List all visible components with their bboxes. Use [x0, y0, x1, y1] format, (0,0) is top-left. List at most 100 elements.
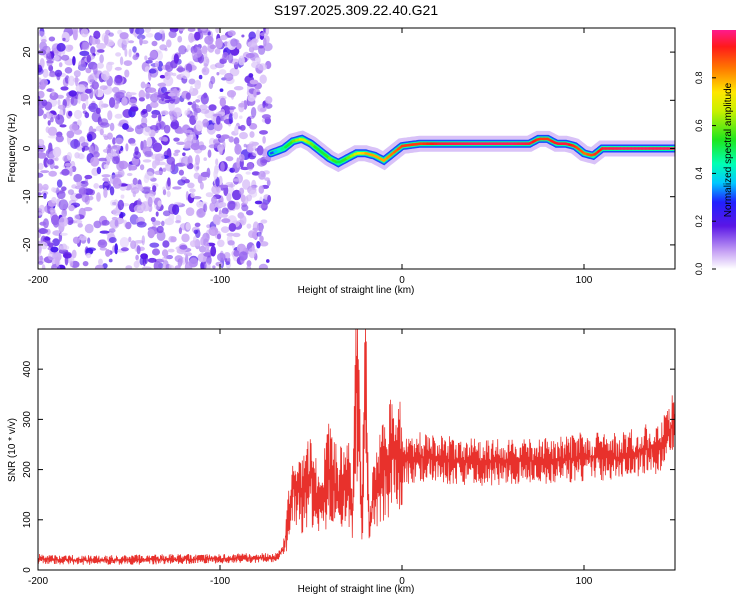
spectrogram-noise-blob: [179, 245, 187, 250]
spectrogram-noise-blob: [234, 86, 244, 90]
spectrogram-noise-blob: [248, 247, 256, 258]
spectrogram-noise-blob: [56, 135, 64, 142]
spectrogram-noise-blob: [73, 174, 82, 183]
spectrogram-noise-blob: [233, 112, 238, 120]
spectrogram-noise-blob: [216, 72, 219, 75]
spectrogram-noise-blob: [220, 88, 224, 92]
spectrogram-noise-blob: [97, 62, 104, 68]
spectrogram-noise-blob: [99, 100, 104, 109]
spectrogram-noise-blob: [149, 243, 159, 248]
spectrogram-noise-blob: [86, 247, 96, 251]
spectrogram-noise-blob: [267, 195, 271, 202]
spectrogram-noise-blob: [208, 150, 212, 158]
spectrogram-noise-blob: [48, 127, 57, 137]
spectrogram-noise-blob: [260, 75, 267, 84]
spectrogram-noise-blob: [38, 228, 48, 234]
spectrogram-noise-blob: [75, 220, 83, 224]
spectrogram-noise-blob: [226, 193, 231, 201]
spectrogram-noise-blob: [204, 263, 210, 271]
spectrogram-noise-blob: [162, 240, 169, 247]
spectrogram-noise-blob: [227, 201, 235, 211]
spectrogram-noise-blob: [190, 86, 193, 92]
spectrogram-noise-blob: [146, 94, 153, 98]
spectrogram-noise-blob: [151, 114, 157, 118]
spectrogram-noise-blob: [134, 261, 140, 268]
spectrogram-noise-blob: [153, 143, 162, 153]
spectrogram-noise-blob: [248, 73, 253, 78]
spectrogram-noise-blob: [36, 208, 43, 212]
colorbar-tick-label: 0.2: [694, 215, 704, 228]
spectrogram-noise-blob: [222, 52, 229, 61]
spectrogram-noise-blob: [128, 165, 137, 170]
spectrogram-noise-blob: [49, 208, 54, 213]
spectrogram-noise-blob: [84, 175, 92, 179]
spectrogram-noise-blob: [175, 265, 181, 271]
spectrogram-noise-blob: [130, 106, 139, 112]
spectrogram-noise-blob: [94, 84, 98, 89]
spectrogram-noise-blob: [213, 169, 217, 179]
spectrogram-noise-blob: [144, 55, 147, 60]
spectrogram-noise-blob: [60, 233, 68, 236]
spectrogram-noise-blob: [256, 241, 260, 248]
spectrogram-noise-blob: [259, 204, 268, 208]
spectrogram-noise-blob: [82, 146, 89, 151]
spectrogram-noise-blob: [92, 129, 96, 132]
spectrogram-noise-blob: [263, 37, 267, 46]
spectrogram-noise-blob: [102, 174, 111, 177]
spectrogram-noise-blob: [207, 124, 216, 134]
spectrogram-noise-blob: [38, 261, 43, 265]
spectrogram-noise-blob: [266, 259, 270, 263]
spectrogram-noise-blob: [100, 129, 104, 135]
spectrogram-noise-blob: [193, 240, 201, 247]
spectrogram-noise-blob: [53, 55, 60, 60]
spectrogram-noise-blob: [145, 172, 154, 180]
spectrogram-noise-blob: [167, 191, 171, 197]
spectrogram-noise-blob: [93, 64, 98, 74]
spectrogram-noise-blob: [262, 136, 266, 144]
spectrogram-noise-blob: [41, 242, 48, 249]
spectrogram-noise-blob: [143, 159, 152, 162]
spectrogram-noise-blob: [111, 145, 121, 150]
colorbar: 0.00.20.40.60.8 Normalized spectral ampl…: [694, 30, 736, 275]
spectrogram-noise-blob: [78, 60, 86, 71]
x-tick-label: -200: [28, 275, 48, 286]
spectrogram-noise-blob: [179, 259, 184, 264]
spectrogram-noise-blob: [217, 240, 225, 248]
spectrogram-noise-blob: [220, 98, 226, 107]
spectrogram-noise-blob: [59, 216, 69, 226]
spectrogram-noise-blob: [62, 38, 65, 41]
x-tick-label: -100: [210, 576, 230, 587]
spectrogram-noise-blob: [127, 92, 136, 95]
spectrogram-noise-blob: [40, 79, 48, 87]
spectrogram-noise-blob: [50, 117, 54, 122]
spectrogram-noise-blob: [161, 110, 169, 115]
spectrogram-noise-blob: [189, 79, 196, 85]
spectrogram-noise-blob: [60, 86, 68, 90]
spectrogram-noise-blob: [154, 261, 162, 271]
spectrogram-noise-blob: [36, 86, 42, 89]
spectrogram-noise-blob: [201, 172, 210, 177]
spectrogram-noise-blob: [59, 199, 69, 210]
spectrogram-y-label: Frequency (Hz): [7, 114, 18, 183]
spectrogram-noise-blob: [229, 223, 237, 232]
y-tick-label: 10: [22, 94, 33, 106]
spectrogram-noise-blob: [216, 116, 221, 125]
spectrogram-noise-blob: [58, 105, 66, 110]
spectrogram-noise-blob: [219, 185, 228, 188]
spectrogram-noise-blob: [120, 32, 129, 39]
spectrogram-noise-blob: [255, 57, 260, 61]
spectrogram-noise-blob: [96, 192, 101, 202]
spectrogram-noise-blob: [35, 108, 44, 116]
spectrogram-noise-blob: [143, 127, 152, 136]
spectrogram-noise-blob: [188, 33, 194, 43]
spectrogram-noise-blob: [224, 73, 233, 81]
spectrogram-noise-blob: [170, 111, 177, 121]
spectrogram-noise-blob: [163, 189, 166, 195]
spectrogram-noise-blob: [85, 89, 92, 94]
spectrogram-noise-blob: [199, 145, 207, 151]
spectrogram-noise-blob: [110, 186, 114, 195]
spectrogram-noise-blob: [166, 39, 172, 47]
spectrogram-noise-blob: [87, 196, 93, 201]
